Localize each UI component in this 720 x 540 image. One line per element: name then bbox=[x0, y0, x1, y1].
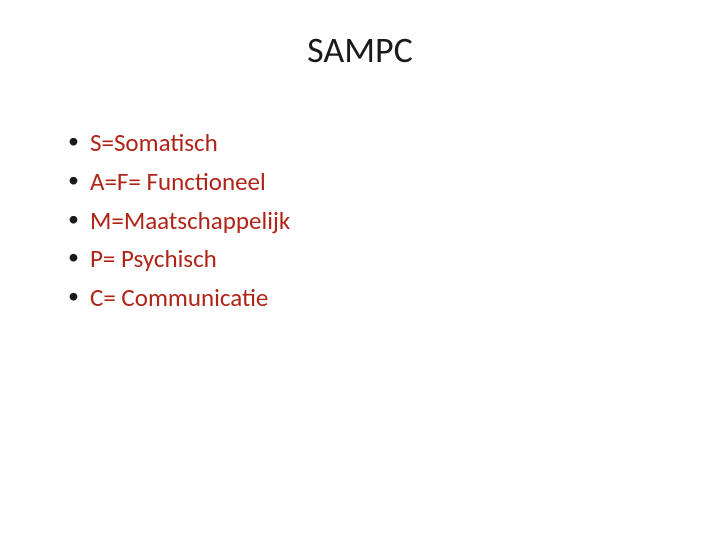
bullet-list: S=Somatisch A=F= Functioneel M=Maatschap… bbox=[40, 124, 680, 318]
list-item-text: M=Maatschappelijk bbox=[90, 205, 290, 236]
list-item-text: C= Communicatie bbox=[90, 282, 268, 313]
list-item: A=F= Functioneel bbox=[68, 163, 680, 202]
list-item: M=Maatschappelijk bbox=[68, 202, 680, 241]
list-item: C= Communicatie bbox=[68, 279, 680, 318]
list-item: S=Somatisch bbox=[68, 124, 680, 163]
list-item-text: S=Somatisch bbox=[90, 127, 218, 158]
list-item-text: A=F= Functioneel bbox=[90, 166, 266, 197]
slide-title: SAMPC bbox=[40, 28, 680, 72]
list-item: P= Psychisch bbox=[68, 240, 680, 279]
list-item-text: P= Psychisch bbox=[90, 243, 217, 274]
slide-container: SAMPC S=Somatisch A=F= Functioneel M=Maa… bbox=[0, 0, 720, 540]
